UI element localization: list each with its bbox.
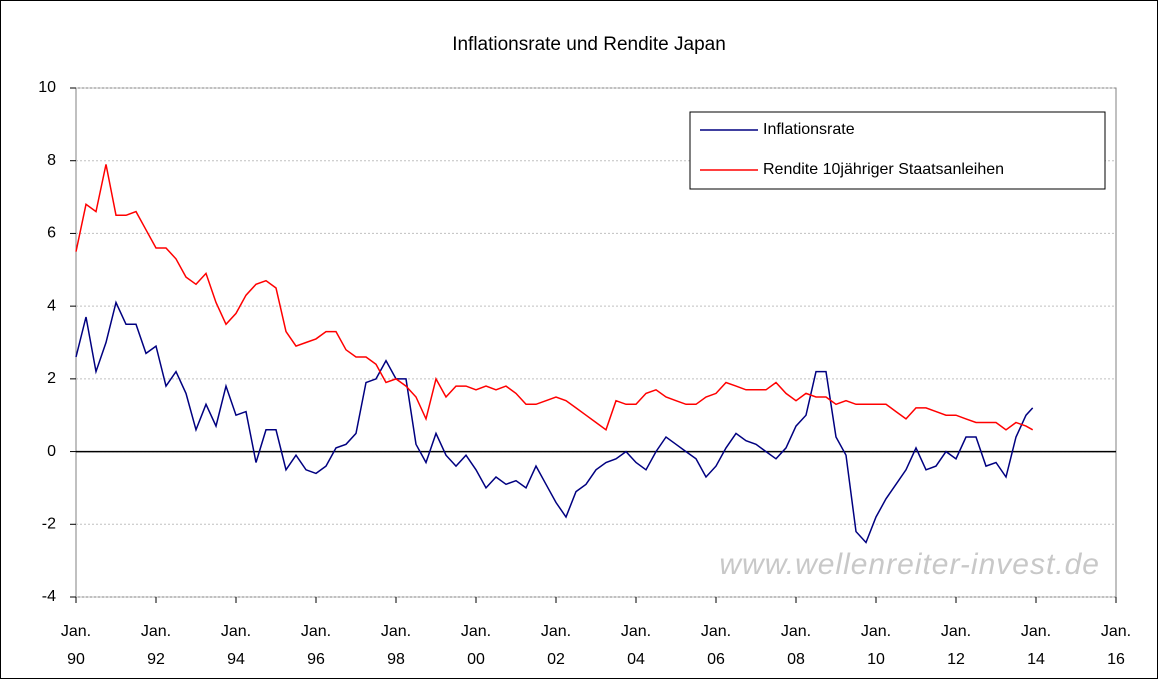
y-tick-label: 8 (47, 152, 56, 169)
series-line (75, 164, 1034, 432)
x-tick-label: Jan. 94 (221, 623, 251, 668)
x-tick-label: Jan. 12 (941, 623, 971, 668)
y-tick-label: -4 (42, 588, 56, 605)
legend-box (689, 111, 1106, 190)
chart-title: Inflationsrate und Rendite Japan (452, 34, 726, 55)
x-tick-label: Jan. 14 (1021, 623, 1051, 668)
x-tick-label: Jan. 04 (621, 623, 651, 668)
x-tick-label: Jan. 98 (381, 623, 411, 668)
y-tick-label: 2 (47, 370, 56, 387)
legend: Inflationsrate Rendite 10jähriger Staatsa… (689, 111, 1106, 190)
y-tick-label: 10 (38, 79, 56, 96)
y-tick-label: 4 (47, 297, 56, 314)
y-tick-label: 6 (47, 225, 56, 242)
y-tick-label: -2 (42, 516, 56, 533)
x-tick-label: Jan. 06 (701, 623, 731, 668)
watermark: www.wellenreiter-invest.de (719, 548, 1100, 581)
legend-label: Inflationsrate (763, 121, 855, 138)
x-tick-label: Jan. 08 (781, 623, 811, 668)
legend-label: Rendite 10jähriger Staatsanleihen (763, 161, 1004, 178)
x-tick-label: Jan. 10 (861, 623, 891, 668)
x-tick-label: Jan. 92 (141, 623, 171, 668)
x-tick-label: Jan. 00 (461, 623, 491, 668)
y-tick-label: 0 (47, 443, 56, 460)
x-tick-label: Jan. 96 (301, 623, 331, 668)
x-tick-label: Jan. 02 (541, 623, 571, 668)
x-tick-label: Jan. 16 (1101, 623, 1131, 668)
x-tick-label: Jan. 90 (61, 623, 91, 668)
series-line (75, 300, 1034, 544)
